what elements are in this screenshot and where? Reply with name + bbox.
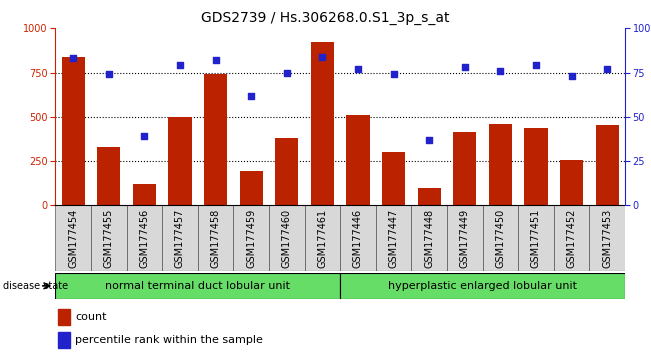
Text: GSM177454: GSM177454 — [68, 209, 78, 268]
Point — [210, 57, 221, 63]
Text: GSM177459: GSM177459 — [246, 209, 256, 268]
Point — [246, 93, 256, 98]
Bar — [62, 57, 85, 205]
Text: count: count — [76, 312, 107, 322]
Bar — [518, 205, 554, 271]
Bar — [162, 205, 198, 271]
Bar — [311, 42, 334, 205]
Bar — [560, 160, 583, 205]
Bar — [525, 129, 547, 205]
Bar — [340, 205, 376, 271]
Bar — [482, 205, 518, 271]
Text: GSM177453: GSM177453 — [602, 209, 612, 268]
Point — [424, 137, 434, 143]
Text: GSM177460: GSM177460 — [282, 209, 292, 268]
Text: GSM177451: GSM177451 — [531, 209, 541, 268]
Bar — [126, 205, 162, 271]
Text: GSM177450: GSM177450 — [495, 209, 505, 268]
Text: GSM177458: GSM177458 — [210, 209, 221, 268]
Text: GSM177449: GSM177449 — [460, 209, 470, 268]
Bar — [269, 205, 305, 271]
Point — [281, 70, 292, 75]
Bar — [55, 273, 340, 299]
Point — [531, 63, 541, 68]
Bar — [489, 124, 512, 205]
Text: GSM177457: GSM177457 — [175, 209, 185, 268]
Bar — [55, 205, 91, 271]
Text: GDS2739 / Hs.306268.0.S1_3p_s_at: GDS2739 / Hs.306268.0.S1_3p_s_at — [201, 11, 450, 25]
Bar — [340, 273, 625, 299]
Bar — [58, 309, 70, 325]
Bar — [589, 205, 625, 271]
Bar — [233, 205, 269, 271]
Bar — [453, 132, 477, 205]
Bar — [554, 205, 589, 271]
Bar — [204, 74, 227, 205]
Point — [460, 64, 470, 70]
Bar — [275, 138, 298, 205]
Bar — [97, 147, 120, 205]
Bar — [58, 332, 70, 348]
Point — [68, 56, 78, 61]
Bar — [417, 188, 441, 205]
Point — [174, 63, 185, 68]
Bar — [596, 125, 618, 205]
Bar — [346, 115, 370, 205]
Bar — [305, 205, 340, 271]
Bar — [411, 205, 447, 271]
Point — [602, 66, 613, 72]
Point — [566, 73, 577, 79]
Point — [353, 66, 363, 72]
Text: GSM177455: GSM177455 — [104, 209, 114, 268]
Text: percentile rank within the sample: percentile rank within the sample — [76, 335, 263, 346]
Bar — [198, 205, 233, 271]
Bar — [91, 205, 126, 271]
Bar — [169, 117, 191, 205]
Text: GSM177461: GSM177461 — [317, 209, 327, 268]
Text: normal terminal duct lobular unit: normal terminal duct lobular unit — [105, 281, 290, 291]
Bar — [376, 205, 411, 271]
Text: GSM177452: GSM177452 — [566, 209, 577, 268]
Text: GSM177456: GSM177456 — [139, 209, 149, 268]
Bar — [240, 171, 263, 205]
Point — [317, 54, 327, 59]
Point — [495, 68, 506, 74]
Bar — [133, 184, 156, 205]
Text: GSM177446: GSM177446 — [353, 209, 363, 268]
Bar — [382, 152, 405, 205]
Point — [104, 72, 114, 77]
Point — [139, 133, 150, 139]
Text: GSM177447: GSM177447 — [389, 209, 398, 268]
Text: GSM177448: GSM177448 — [424, 209, 434, 268]
Text: hyperplastic enlarged lobular unit: hyperplastic enlarged lobular unit — [388, 281, 577, 291]
Text: disease state: disease state — [3, 281, 68, 291]
Bar — [447, 205, 482, 271]
Point — [389, 72, 399, 77]
